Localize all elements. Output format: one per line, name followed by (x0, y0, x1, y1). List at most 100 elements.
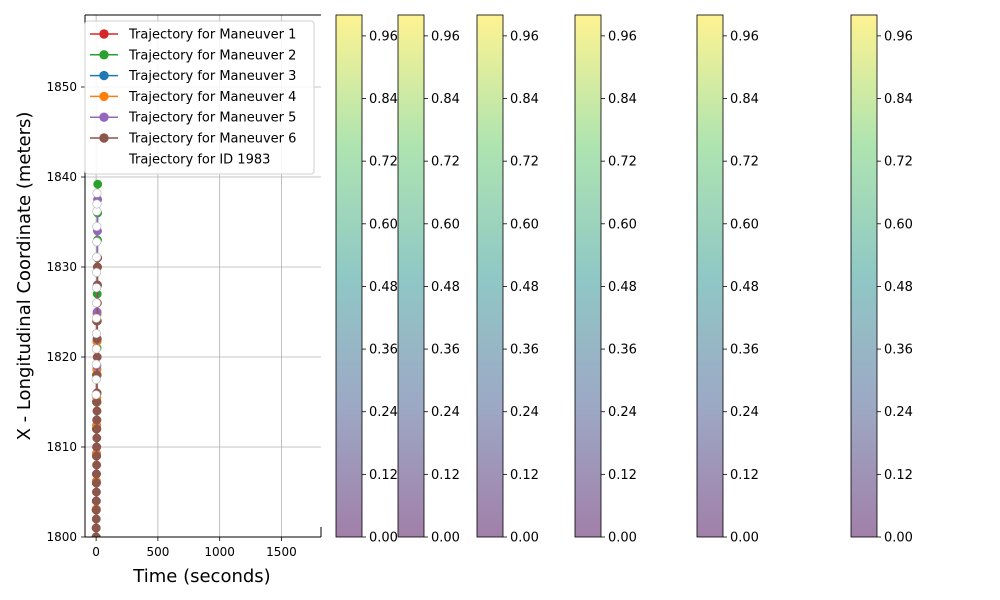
data-point (91, 313, 101, 323)
colorbar-tick-label: 0.48 (431, 280, 460, 295)
colorbar-tick-label: 0.60 (431, 217, 460, 232)
colorbar-tick-label: 0.84 (608, 92, 637, 107)
data-point (92, 283, 102, 293)
data-point (92, 478, 101, 488)
data-point (91, 487, 101, 497)
data-point (91, 523, 101, 533)
data-point (92, 406, 102, 416)
data-point (91, 390, 101, 400)
colorbar-tick-label: 0.24 (608, 405, 637, 420)
colorbar-tick-label: 0.00 (510, 531, 539, 546)
colorbar-tick-label: 0.48 (730, 280, 759, 295)
plot-area (91, 179, 103, 537)
colorbar-tick-label: 0.12 (369, 468, 398, 483)
colorbar-frame (335, 14, 363, 538)
colorbar-tick-label: 0.12 (730, 468, 759, 483)
data-point (92, 188, 102, 198)
colorbar-gradient (336, 15, 362, 537)
colorbar-tick-label: 0.48 (369, 280, 398, 295)
colorbar-tick-label: 0.84 (884, 92, 913, 107)
data-point (91, 359, 101, 369)
data-point (91, 505, 101, 515)
legend-entry-label: Trajectory for Maneuver 4 (128, 90, 296, 105)
colorbar-tick-label: 0.60 (510, 217, 539, 232)
legend-entry-label: Trajectory for Maneuver 2 (128, 48, 296, 63)
colorbar-tick-label: 0.24 (510, 405, 539, 420)
data-point (91, 329, 101, 339)
colorbar-tick-label: 0.72 (608, 155, 637, 170)
legend: Trajectory for Maneuver 1 Trajectory for … (84, 20, 315, 175)
colorbar-tick-label: 0.84 (730, 92, 759, 107)
colorbar-tick-label: 0.84 (510, 92, 539, 107)
colorbar-frame (696, 14, 724, 538)
data-point (91, 514, 101, 524)
data-point (91, 298, 101, 308)
colorbar-frame (397, 14, 425, 538)
colorbar-tick-label: 0.36 (431, 343, 460, 358)
colorbar-gradient (398, 15, 424, 537)
legend-swatch-marker (99, 91, 109, 102)
colorbar-tick-label: 0.36 (884, 343, 913, 358)
colorbar-tick-label: 0.60 (730, 217, 759, 232)
colorbar-tick-label: 0.36 (730, 343, 759, 358)
y-tick-label: 1830 (46, 260, 77, 274)
legend-swatch-marker (99, 70, 109, 81)
colorbar-tick-label: 0.36 (608, 343, 637, 358)
data-point (92, 442, 102, 452)
colorbar-tick-label: 0.24 (884, 405, 913, 420)
x-tick-label: 1000 (204, 545, 235, 559)
data-point (92, 222, 102, 232)
data-point (91, 374, 101, 384)
legend-swatch-marker (99, 29, 109, 39)
data-point (92, 451, 102, 461)
legend-box (84, 20, 315, 175)
colorbar-tick-label: 0.72 (730, 155, 759, 170)
y-tick-label: 1810 (46, 440, 77, 454)
data-point (92, 267, 102, 277)
colorbar-tick-label: 0.72 (884, 155, 913, 170)
colorbar-gradient (851, 15, 877, 537)
colorbar-gradient (697, 15, 723, 537)
data-point (91, 344, 101, 354)
y-tick-label: 1800 (46, 530, 77, 544)
colorbar-tick-label: 0.00 (369, 531, 398, 546)
colorbar-tick-label: 0.36 (369, 343, 398, 358)
legend-swatch-marker (99, 112, 109, 122)
colorbar-tick-label: 0.60 (369, 217, 398, 232)
data-point (93, 179, 103, 189)
colorbar-tick-label: 0.84 (431, 92, 460, 107)
data-point (92, 460, 102, 470)
x-tick-label: 1500 (266, 545, 297, 559)
colorbar-tick-label: 0.00 (884, 531, 913, 546)
colorbar-tick-label: 0.96 (369, 29, 398, 44)
colorbar-tick-label: 0.12 (510, 468, 539, 483)
data-point (92, 469, 102, 479)
colorbar-tick-label: 0.96 (431, 29, 460, 44)
y-tick-label: 1840 (46, 170, 77, 184)
colorbar-tick-label: 0.00 (608, 531, 637, 546)
y-axis-label: X - Longitudinal Coordinate (meters) (14, 112, 35, 441)
data-point (92, 433, 102, 443)
colorbar-tick-label: 0.24 (431, 405, 460, 420)
colorbars: 0.00 0.12 0.24 0.36 0.48 0.60 0.72 0.84 0.96 0.00… (335, 14, 913, 546)
data-point (92, 199, 102, 209)
colorbar-tick-label: 0.12 (608, 468, 637, 483)
x-tick-label: 0 (92, 545, 100, 559)
colorbar-frame (476, 14, 504, 538)
colorbar-tick-label: 0.00 (431, 531, 460, 546)
colorbar-tick-label: 0.96 (510, 29, 539, 44)
x-tick-label: 500 (146, 545, 169, 559)
x-axis-label: Time (seconds) (132, 566, 270, 587)
colorbar-tick-label: 0.48 (510, 280, 539, 295)
colorbar-tick-label: 0.12 (884, 468, 913, 483)
axes: 0 500 1000 1500 1800 1810 1820 1830 1840 1850 Time… (14, 14, 322, 587)
data-point (91, 496, 101, 506)
legend-entry-label: Trajectory for Maneuver 5 (128, 111, 296, 126)
colorbar-tick-label: 0.72 (369, 155, 398, 170)
data-point (92, 237, 102, 247)
colorbar-tick-label: 0.12 (431, 468, 460, 483)
colorbar-tick-label: 0.48 (608, 280, 637, 295)
colorbar-tick-label: 0.24 (730, 405, 759, 420)
legend-swatch-marker (99, 133, 109, 143)
